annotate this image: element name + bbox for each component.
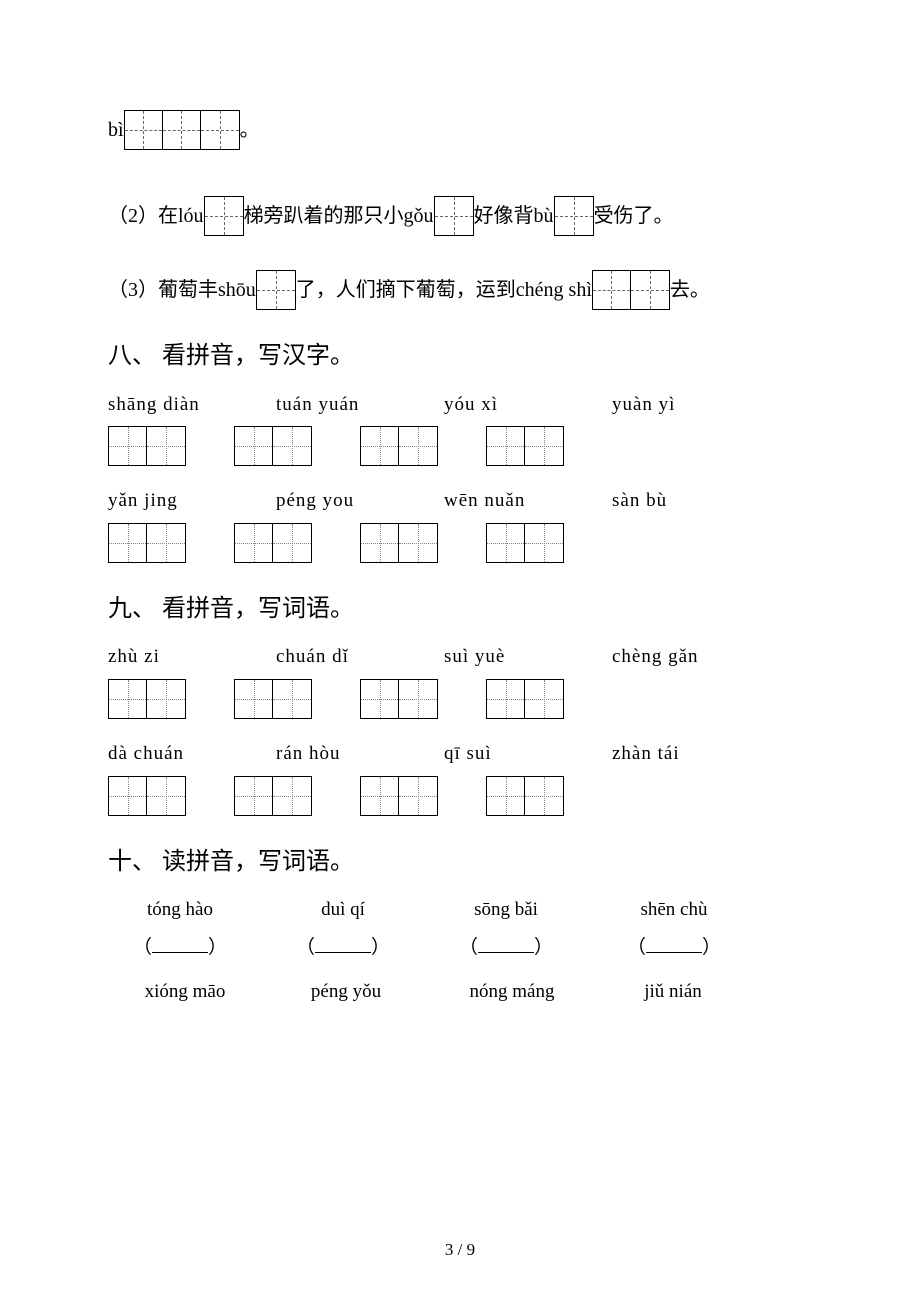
s2p1: 梯旁趴着的那只小gǒu <box>244 202 434 230</box>
pinyin: yǎn jing <box>108 488 248 515</box>
s8-box-row2 <box>108 523 812 563</box>
pinyin: suì yuè <box>444 644 584 671</box>
pinyin: chuán dǐ <box>276 644 416 671</box>
s9-pinyin-row2: dà chuán rán hòu qī suì zhàn tái <box>108 741 812 768</box>
s8-box-row1 <box>108 426 812 466</box>
grid-box <box>234 426 312 466</box>
pinyin: wēn nuǎn <box>444 488 584 515</box>
s3b1 <box>592 270 670 310</box>
pinyin: sōng bǎi <box>446 897 566 924</box>
s3p1: 了，人们摘下葡萄，运到chéng shì <box>296 276 592 304</box>
grid-box <box>108 776 186 816</box>
pinyin: sàn bù <box>612 488 752 515</box>
s2p0: （2）在lóu <box>108 202 204 230</box>
pinyin: tuán yuán <box>276 392 416 419</box>
blank-paren: （） <box>288 934 398 962</box>
page-footer: 3 / 9 <box>0 1238 920 1262</box>
s2p3: 受伤了。 <box>594 202 674 230</box>
pinyin: zhù zi <box>108 644 248 671</box>
s9-box-row2 <box>108 776 812 816</box>
grid-box <box>486 523 564 563</box>
text-bi: bì <box>108 116 124 144</box>
s3b0 <box>256 270 296 310</box>
pinyin: xióng māo <box>120 979 250 1006</box>
grid-box <box>234 679 312 719</box>
grid-box <box>486 426 564 466</box>
blank-paren: （） <box>120 934 240 962</box>
sentence-3: （3）葡萄丰shōu 了，人们摘下葡萄，运到chéng shì 去。 <box>108 270 812 310</box>
pinyin: tóng hào <box>120 897 240 924</box>
pinyin: jiǔ nián <box>618 979 728 1006</box>
pinyin: péng yǒu <box>286 979 406 1006</box>
s10-r1: tóng hào duì qí sōng bǎi shēn chù <box>108 897 812 924</box>
pinyin: shāng diàn <box>108 392 248 419</box>
pinyin: zhàn tái <box>612 741 752 768</box>
s8-pinyin-row2: yǎn jing péng you wēn nuǎn sàn bù <box>108 488 812 515</box>
grid-box <box>360 426 438 466</box>
grid-box <box>234 776 312 816</box>
pinyin: nóng máng <box>442 979 582 1006</box>
grid-box <box>360 523 438 563</box>
pinyin: qī suì <box>444 741 584 768</box>
s10-r2: xióng māo péng yǒu nóng máng jiǔ nián <box>108 979 812 1006</box>
sentence-bi: bì 。 <box>108 110 812 150</box>
section-10-title: 十、 读拼音，写词语。 <box>108 846 812 880</box>
grid-box <box>108 426 186 466</box>
s8-pinyin-row1: shāng diàn tuán yuán yóu xì yuàn yì <box>108 392 812 419</box>
s2b0 <box>204 196 244 236</box>
pinyin: yuàn yì <box>612 392 752 419</box>
pinyin: shēn chù <box>614 897 734 924</box>
pinyin: chèng gǎn <box>612 644 752 671</box>
s2b1 <box>434 196 474 236</box>
section-9-title: 九、 看拼音，写词语。 <box>108 593 812 627</box>
pinyin: rán hòu <box>276 741 416 768</box>
s9-box-row1 <box>108 679 812 719</box>
section-8-title: 八、 看拼音，写汉字。 <box>108 340 812 374</box>
blank-paren: （） <box>446 934 566 962</box>
grid-bi <box>124 110 240 150</box>
text-bi-suf: 。 <box>240 116 260 144</box>
pinyin: dà chuán <box>108 741 248 768</box>
pinyin: duì qí <box>288 897 398 924</box>
grid-box <box>108 679 186 719</box>
s10-paren-r1: （） （） （） （） <box>108 934 812 962</box>
s2b2 <box>554 196 594 236</box>
s3p0: （3）葡萄丰shōu <box>108 276 256 304</box>
grid-box <box>486 679 564 719</box>
grid-box <box>360 679 438 719</box>
s3p2: 去。 <box>670 276 710 304</box>
blank-paren: （） <box>614 934 734 962</box>
grid-box <box>234 523 312 563</box>
grid-box <box>108 523 186 563</box>
s9-pinyin-row1: zhù zi chuán dǐ suì yuè chèng gǎn <box>108 644 812 671</box>
pinyin: péng you <box>276 488 416 515</box>
pinyin: yóu xì <box>444 392 584 419</box>
s2p2: 好像背bù <box>474 202 554 230</box>
grid-box <box>360 776 438 816</box>
sentence-2: （2）在lóu 梯旁趴着的那只小gǒu 好像背bù 受伤了。 <box>108 196 812 236</box>
grid-box <box>486 776 564 816</box>
